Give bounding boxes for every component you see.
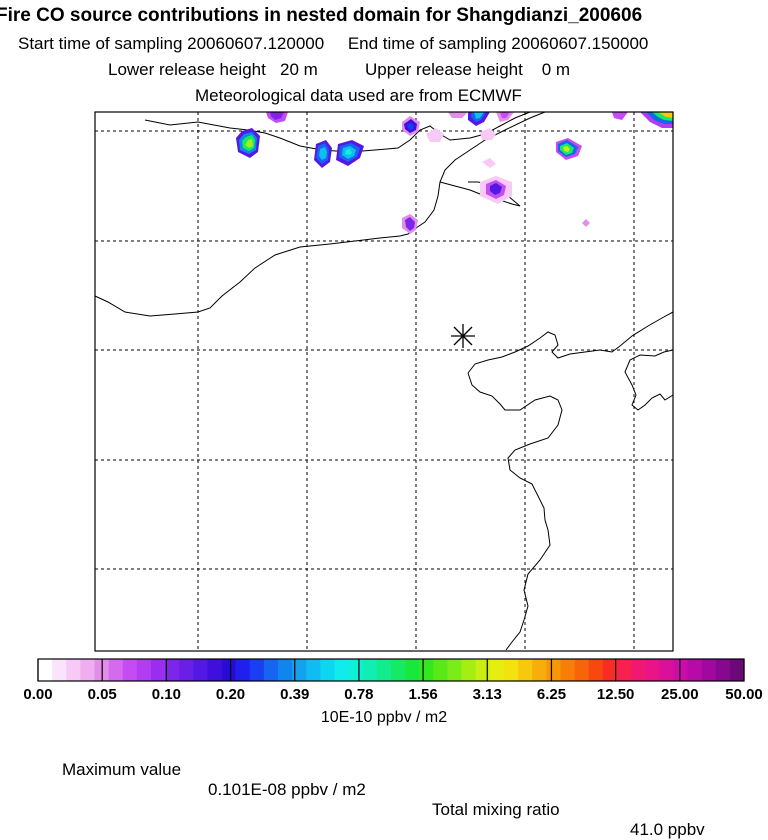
colorbar-cell [348,659,364,681]
colorbar-cell [193,659,208,681]
colorbar-cell [235,659,251,681]
total-mixing-ratio-label: Total mixing ratio [432,800,560,819]
colorbar-cell [405,659,420,681]
colorbar-tick-label: 1.56 [408,686,438,703]
colorbar-cell [659,659,674,681]
colorbar-tick-label: 6.25 [536,686,567,703]
colorbar-cell [574,659,589,681]
sampling-time-line: Start time of sampling 20060607.120000 E… [18,34,649,53]
colorbar-cell [334,659,349,681]
fire-plume-top [402,116,420,136]
colorbar-cell [52,659,67,681]
release-height-line: Lower release height 20 m Upper release … [108,60,571,79]
colorbar-tick-label: 0.39 [280,686,310,703]
fire-plume-small [402,128,590,234]
colorbar-cell [391,659,406,681]
total-mixing-ratio-value: 41.0 ppbv [630,820,705,839]
colorbar-cell [433,659,448,681]
colorbar-cell [503,659,519,681]
colorbar-cell [306,659,321,681]
colorbar-tick-label: 0.00 [23,686,53,703]
colorbar-cell [221,659,236,681]
fire-plume-center-1 [314,140,332,168]
colorbar-cell [715,659,731,681]
colorbar-cell [136,659,152,681]
colorbar-cell [602,659,618,681]
fire-plume-left [236,128,260,158]
colorbar-units: 10E-10 ppbv / m2 [320,709,448,726]
colorbar-cell [108,659,124,681]
colorbar-tick-label: 50.00 [725,686,763,703]
colorbar-cell [461,659,477,681]
summary-row: Maximum value 0.101E-08 ppbv / m2 Total … [62,740,705,840]
colorbar-tick-label: 12.50 [596,686,635,703]
colorbar-cell [518,659,533,681]
colorbar-cell [66,659,81,681]
colorbar-cell [320,659,335,681]
concentration-field [236,112,673,234]
colorbar-ticks [37,659,745,681]
colorbar-cell [278,659,293,681]
map-panel [94,111,674,652]
colorbar-cell [616,659,632,681]
colorbar [37,658,745,682]
colorbar-cell [588,659,604,681]
colorbar-cell [489,659,505,681]
plot-title: Fire CO source contributions in nested d… [0,5,643,26]
colorbar-cell [249,659,265,681]
colorbar-cell [560,659,575,681]
colorbar-cell [179,659,194,681]
colorbar-tick-label: 0.10 [151,686,181,703]
colorbar-cell [150,659,166,681]
colorbar-tick-label: 0.05 [87,686,117,703]
colorbar-cell [631,659,646,681]
colorbar-cell [122,659,138,681]
coastline [94,111,674,651]
colorbar-cell [475,659,491,681]
colorbar-cell [80,659,95,681]
colorbar-cells [38,659,745,681]
colorbar-cell [362,659,378,681]
fire-plume-right [556,138,582,160]
map-frame [94,111,674,652]
colorbar-cell [207,659,222,681]
colorbar-cell [645,659,660,681]
fire-plume-top-edge [266,112,673,128]
colorbar-cell [165,659,180,681]
colorbar-tick-label: 3.13 [472,686,502,703]
max-value: 0.101E-08 ppbv / m2 [208,780,366,799]
colorbar-tick-label: 25.00 [661,686,699,703]
colorbar-cell [546,659,561,681]
colorbar-cell [532,659,547,681]
station-marker [451,324,475,348]
colorbar-tick-label: 0.78 [344,686,374,703]
colorbar-cell [687,659,702,681]
colorbar-cell [292,659,307,681]
colorbar-tick-label: 0.20 [215,686,246,703]
colorbar-cell [447,659,462,681]
fire-plume-center-2 [336,140,364,166]
colorbar-cell [701,659,717,681]
meteorological-data-line: Meteorological data used are from ECMWF [195,86,522,105]
map-gridlines [95,112,673,651]
colorbar-cell [263,659,279,681]
max-value-label: Maximum value [62,760,182,779]
colorbar-cell [673,659,688,681]
colorbar-cell [729,659,745,681]
colorbar-cell [376,659,392,681]
colorbar-cell [38,659,53,681]
colorbar-cell [419,659,434,681]
